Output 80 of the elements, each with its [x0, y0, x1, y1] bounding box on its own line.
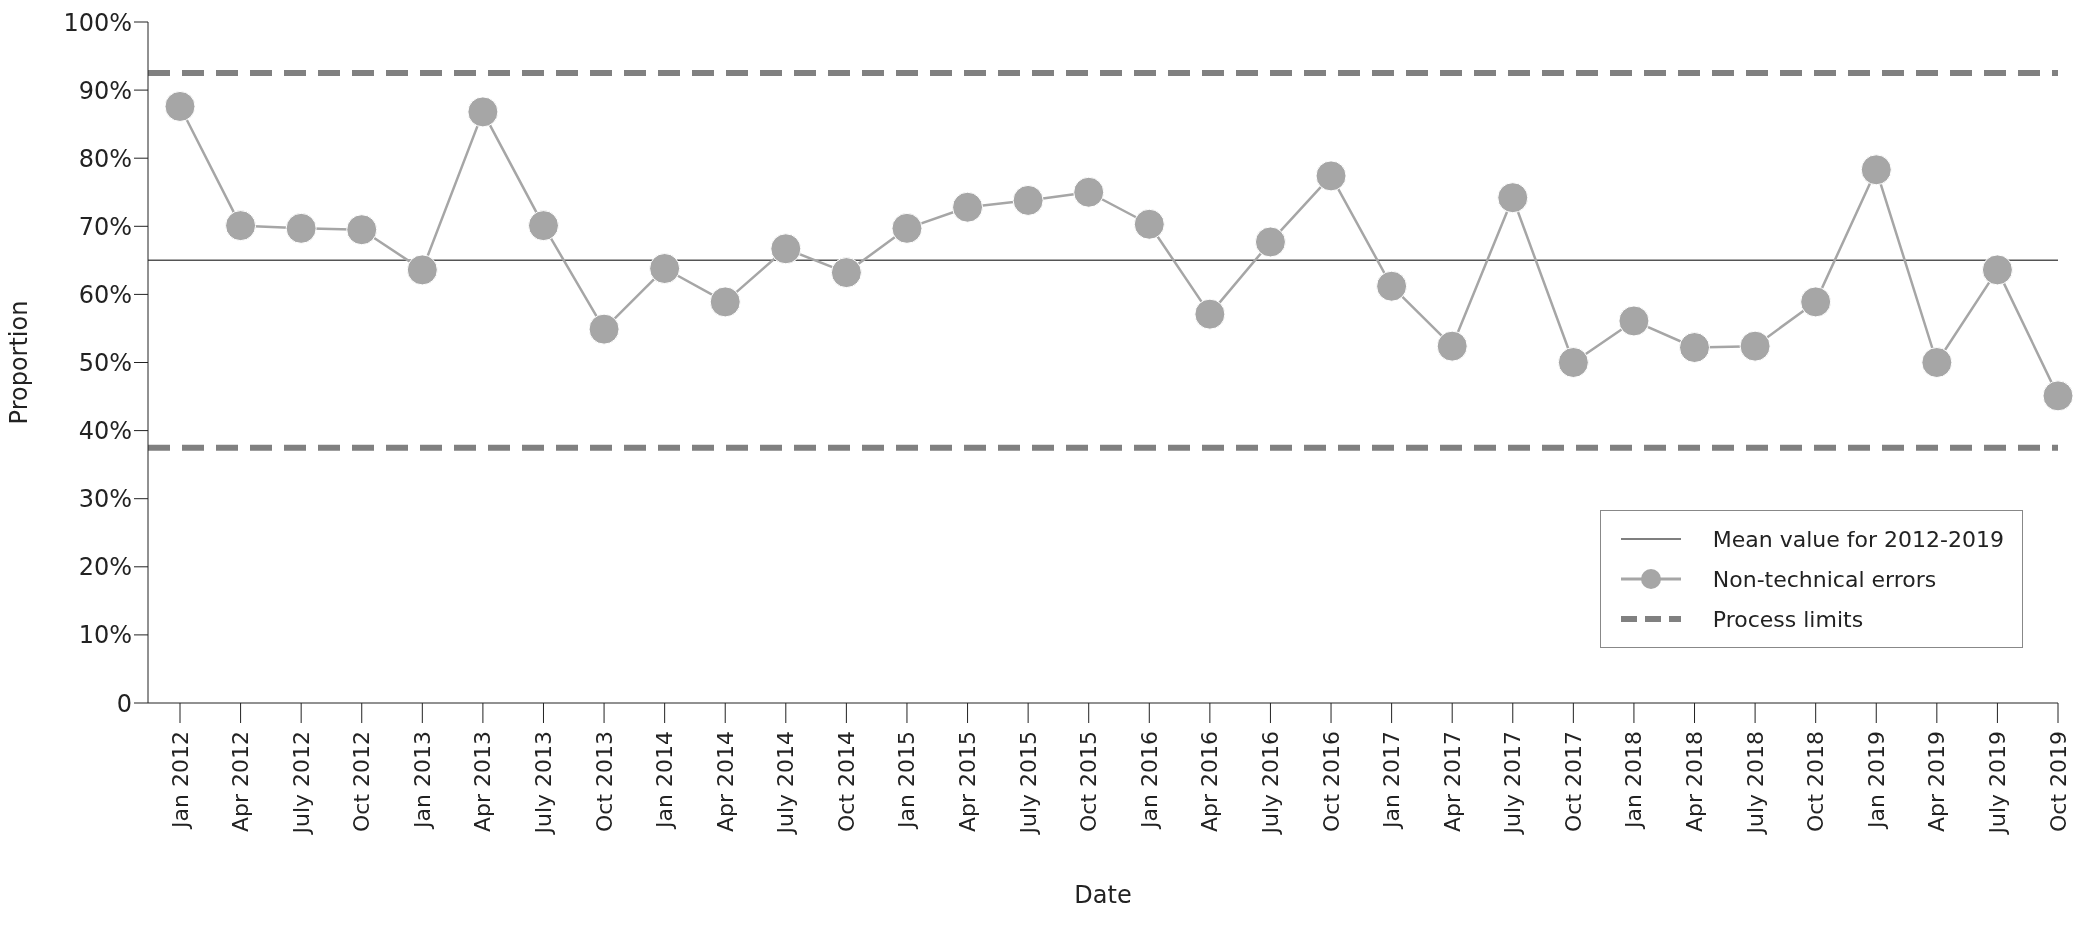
point: [1981, 254, 2013, 286]
point: [1376, 270, 1408, 302]
x-tick-label: Apr 2017: [1439, 731, 1465, 833]
x-tick-label: Apr 2015: [955, 731, 981, 833]
point: [467, 96, 499, 128]
x-tick-label: Apr 2016: [1197, 731, 1223, 833]
point: [1800, 286, 1832, 318]
x-tick-label: Jan 2015: [894, 731, 920, 830]
point: [891, 212, 923, 244]
x-tick-label: July 2014: [773, 731, 799, 836]
x-tick-label: Jan 2014: [652, 731, 678, 830]
x-tick-label: Jan 2018: [1621, 731, 1647, 830]
point: [1436, 330, 1468, 362]
point: [346, 214, 378, 246]
x-tick-label: Oct 2018: [1803, 731, 1829, 833]
x-tick-label: Apr 2013: [470, 731, 496, 833]
x-axis-title: Date: [1074, 881, 1132, 909]
y-tick-label: 100%: [63, 8, 132, 37]
y-tick-label: 40%: [78, 417, 132, 446]
x-tick-label: Oct 2019: [2045, 731, 2071, 833]
y-axis-title: Proportion: [4, 300, 33, 425]
x-tick-label: Apr 2012: [228, 731, 254, 833]
x-tick-label: Oct 2014: [833, 731, 859, 833]
point: [1012, 184, 1044, 216]
y-tick-label: 20%: [78, 553, 132, 582]
x-tick-label: July 2017: [1500, 731, 1526, 836]
legend-label: Non-technical errors: [1712, 566, 1937, 592]
point: [527, 210, 559, 242]
y-tick-label: 0: [116, 689, 132, 718]
y-tick-label: 60%: [78, 280, 132, 309]
x-tick-label: July 2018: [1742, 731, 1768, 836]
point: [649, 253, 681, 285]
point: [1133, 208, 1165, 240]
point: [1921, 347, 1953, 378]
y-tick-label: 70%: [78, 212, 132, 241]
x-tick-label: Jan 2017: [1379, 731, 1405, 830]
point: [164, 90, 196, 122]
point: [2042, 380, 2074, 412]
point: [709, 286, 741, 318]
y-tick-label: 80%: [78, 144, 132, 173]
x-tick-label: Jan 2019: [1863, 731, 1889, 830]
x-tick-label: Oct 2013: [591, 731, 617, 833]
x-tick-label: Oct 2015: [1076, 731, 1102, 833]
point: [770, 233, 802, 265]
x-tick-label: July 2012: [288, 731, 314, 836]
x-tick-label: Apr 2014: [712, 731, 738, 833]
x-tick-label: Jan 2013: [409, 731, 435, 830]
point: [1497, 182, 1529, 214]
x-tick-label: July 2013: [530, 731, 556, 836]
point: [285, 212, 317, 244]
x-tick-label: Oct 2017: [1560, 731, 1586, 833]
point: [830, 257, 862, 289]
point: [952, 191, 984, 223]
y-tick-label: 10%: [78, 621, 132, 650]
legend-label: Mean value for 2012-2019: [1712, 526, 2004, 552]
x-tick-label: Jan 2012: [167, 731, 193, 830]
x-tick-label: Apr 2019: [1924, 731, 1950, 833]
y-tick-label: 30%: [78, 485, 132, 514]
x-tick-label: July 2019: [1984, 731, 2010, 836]
point: [1739, 330, 1771, 362]
x-tick-label: Oct 2016: [1318, 731, 1344, 833]
point: [1679, 332, 1711, 364]
y-tick-label: 50%: [78, 349, 132, 378]
point: [1073, 176, 1105, 208]
x-tick-label: July 2016: [1257, 731, 1283, 836]
point: [1618, 305, 1650, 337]
y-tick-label: 90%: [78, 76, 132, 105]
point: [225, 210, 257, 242]
x-tick-label: July 2015: [1015, 731, 1041, 836]
point: [1194, 298, 1226, 330]
point: [1860, 154, 1892, 186]
point: [588, 313, 620, 345]
legend-label: Process limits: [1712, 606, 1864, 632]
point: [1315, 160, 1347, 192]
x-tick-label: Apr 2018: [1682, 731, 1708, 833]
point: [1557, 347, 1589, 378]
point: [406, 254, 438, 286]
point: [1254, 226, 1286, 258]
x-tick-label: Jan 2016: [1136, 731, 1162, 830]
x-tick-label: Oct 2012: [349, 731, 375, 833]
